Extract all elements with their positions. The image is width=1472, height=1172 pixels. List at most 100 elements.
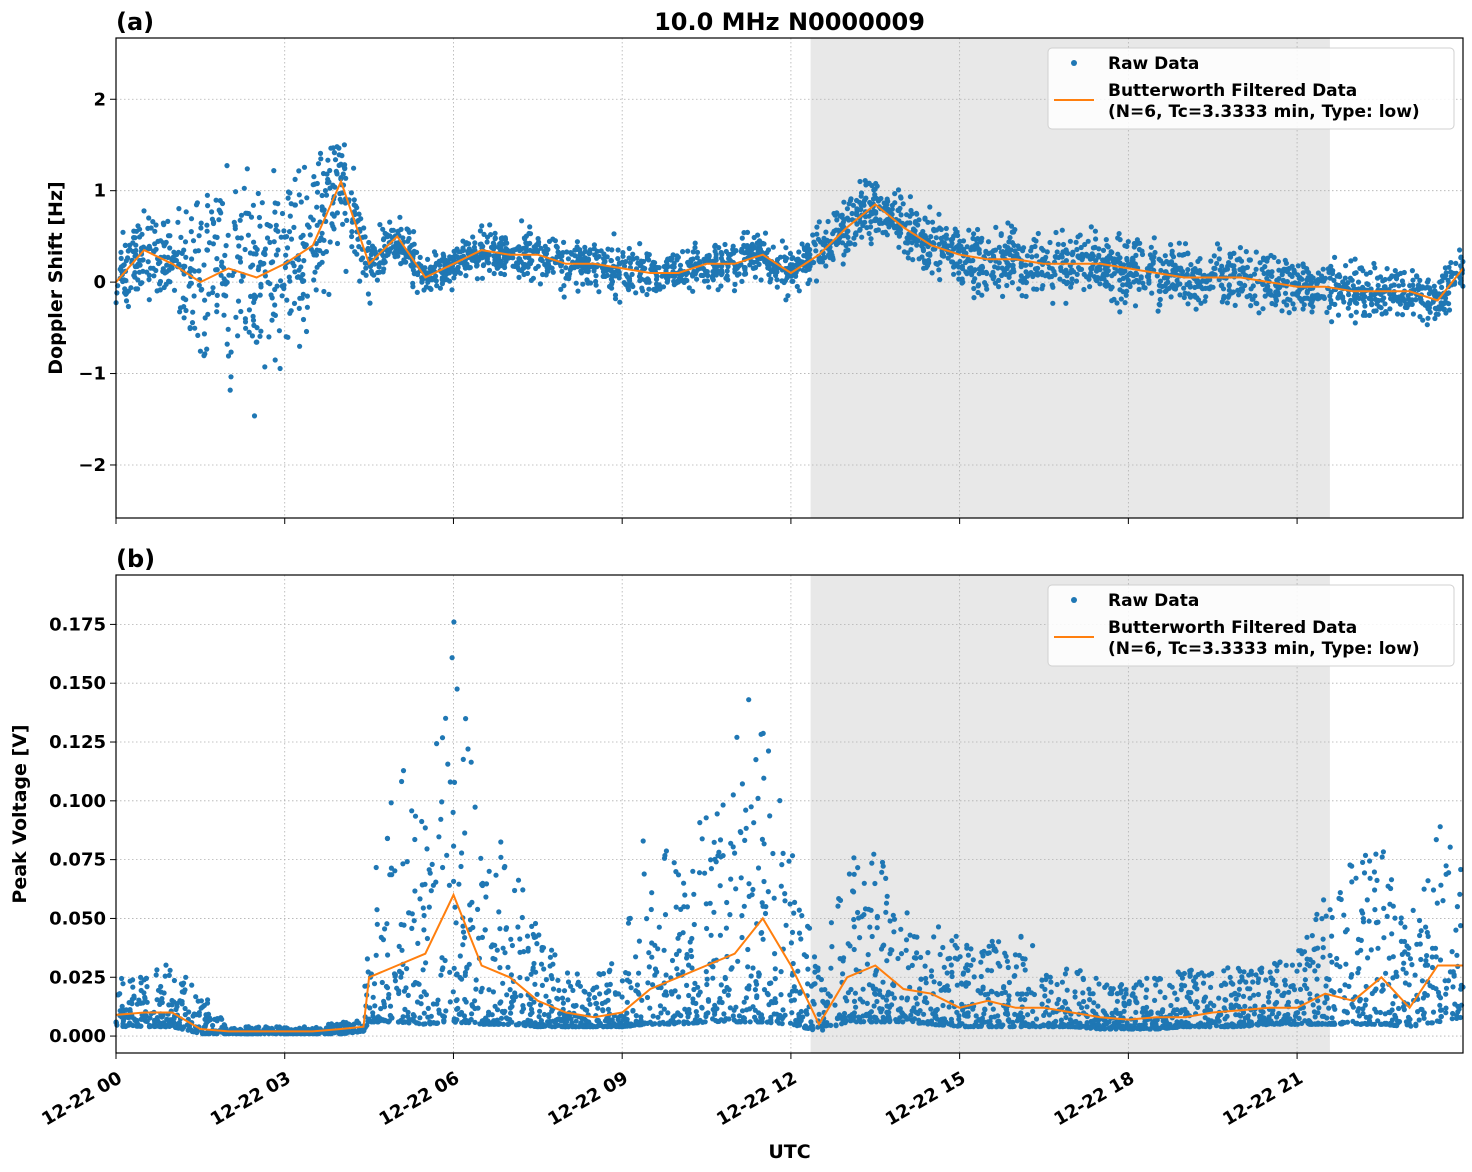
raw-data-point bbox=[873, 209, 879, 215]
raw-data-point bbox=[517, 936, 523, 942]
raw-data-point bbox=[1168, 294, 1174, 300]
raw-data-point bbox=[663, 972, 669, 978]
raw-data-point bbox=[996, 277, 1002, 283]
raw-data-point bbox=[1275, 259, 1281, 265]
raw-data-point bbox=[1000, 293, 1006, 299]
raw-data-point bbox=[265, 279, 271, 285]
raw-data-point bbox=[1108, 249, 1114, 255]
raw-data-point bbox=[250, 202, 256, 208]
raw-data-point bbox=[1415, 287, 1421, 293]
raw-data-point bbox=[704, 981, 710, 988]
raw-data-point bbox=[118, 255, 124, 261]
raw-data-point bbox=[713, 257, 719, 263]
raw-data-point bbox=[1021, 245, 1027, 251]
raw-data-point bbox=[1228, 980, 1234, 986]
raw-data-point bbox=[255, 190, 261, 197]
raw-data-point bbox=[1304, 956, 1310, 962]
raw-data-point bbox=[766, 272, 772, 278]
raw-data-point bbox=[604, 272, 610, 278]
raw-data-point bbox=[271, 239, 277, 245]
raw-data-point bbox=[1425, 315, 1431, 321]
raw-data-point bbox=[1224, 1013, 1230, 1019]
raw-data-point bbox=[307, 232, 313, 238]
raw-data-point bbox=[1018, 264, 1024, 270]
raw-data-point bbox=[487, 222, 493, 228]
raw-data-point bbox=[1433, 986, 1439, 992]
raw-data-point bbox=[1185, 301, 1191, 307]
raw-data-point bbox=[1217, 267, 1223, 273]
raw-data-point bbox=[477, 228, 483, 234]
raw-data-point bbox=[1362, 303, 1368, 309]
raw-data-point bbox=[1414, 273, 1420, 279]
raw-data-point bbox=[561, 239, 567, 245]
raw-data-point bbox=[377, 269, 383, 275]
raw-data-point bbox=[963, 269, 969, 275]
raw-data-point bbox=[699, 836, 705, 842]
raw-data-point bbox=[741, 230, 747, 236]
raw-data-point bbox=[442, 272, 448, 279]
raw-data-point bbox=[731, 288, 738, 294]
raw-data-point bbox=[697, 259, 703, 265]
raw-data-point bbox=[223, 278, 229, 284]
raw-data-point bbox=[237, 217, 243, 223]
raw-data-point bbox=[959, 266, 966, 272]
raw-data-point bbox=[183, 307, 189, 314]
raw-data-point bbox=[1375, 282, 1381, 289]
raw-data-point bbox=[122, 290, 128, 296]
raw-data-point bbox=[957, 238, 963, 244]
raw-data-point bbox=[244, 210, 250, 216]
raw-data-point bbox=[1457, 247, 1463, 253]
raw-data-point bbox=[820, 998, 826, 1005]
raw-data-point bbox=[380, 226, 386, 232]
raw-data-point bbox=[1170, 254, 1177, 260]
raw-data-point bbox=[268, 292, 274, 298]
raw-data-point bbox=[266, 334, 272, 340]
raw-data-point bbox=[1030, 1008, 1036, 1015]
raw-data-point bbox=[805, 966, 811, 972]
raw-data-point bbox=[182, 1012, 188, 1018]
raw-data-point bbox=[251, 292, 257, 298]
raw-data-point bbox=[714, 811, 720, 817]
raw-data-point bbox=[645, 980, 651, 986]
raw-data-point bbox=[790, 278, 796, 284]
raw-data-point bbox=[491, 270, 497, 277]
raw-data-point bbox=[1334, 955, 1340, 962]
raw-data-point bbox=[502, 950, 508, 956]
raw-data-point bbox=[122, 242, 129, 248]
raw-data-point bbox=[730, 246, 736, 252]
raw-data-point bbox=[684, 982, 690, 989]
raw-data-point bbox=[279, 283, 285, 289]
raw-data-point bbox=[1005, 220, 1011, 226]
raw-data-point bbox=[498, 270, 504, 277]
raw-data-point bbox=[1282, 290, 1289, 296]
raw-data-point bbox=[210, 285, 216, 291]
raw-data-point bbox=[141, 208, 147, 214]
raw-data-point bbox=[854, 212, 860, 218]
raw-data-point bbox=[1157, 278, 1164, 284]
raw-data-point bbox=[605, 1006, 612, 1013]
raw-data-point bbox=[974, 244, 980, 250]
raw-data-point bbox=[574, 971, 580, 977]
raw-data-point bbox=[717, 837, 724, 843]
raw-data-point bbox=[135, 286, 141, 292]
raw-data-point bbox=[291, 300, 298, 306]
raw-data-point bbox=[1238, 280, 1244, 287]
raw-data-point bbox=[1024, 253, 1030, 259]
raw-data-point bbox=[213, 267, 219, 273]
raw-data-point bbox=[1002, 1011, 1009, 1017]
raw-data-point bbox=[796, 249, 802, 255]
raw-data-point bbox=[796, 288, 802, 294]
raw-data-point bbox=[898, 926, 904, 932]
raw-data-point bbox=[1157, 976, 1164, 982]
raw-data-point bbox=[356, 244, 362, 250]
raw-data-point bbox=[257, 292, 263, 298]
raw-data-point bbox=[905, 250, 911, 256]
raw-data-point bbox=[437, 262, 443, 268]
raw-data-point bbox=[1310, 275, 1316, 281]
raw-data-point bbox=[214, 234, 220, 240]
raw-data-point bbox=[816, 219, 822, 225]
raw-data-point bbox=[596, 289, 602, 295]
raw-data-point bbox=[177, 305, 184, 311]
raw-data-point bbox=[620, 253, 626, 259]
raw-data-point bbox=[150, 265, 156, 271]
